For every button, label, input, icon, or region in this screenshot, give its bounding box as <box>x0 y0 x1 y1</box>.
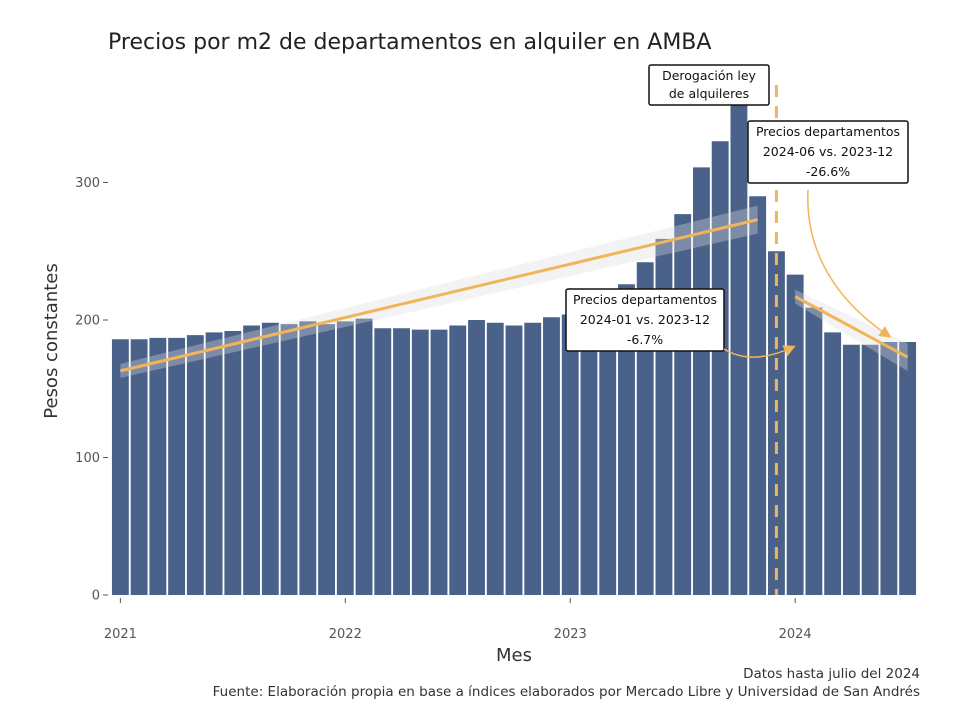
bars-group <box>111 100 917 596</box>
y-tick-label: 200 <box>75 314 100 329</box>
bar-2022-07 <box>449 325 467 595</box>
trendlines-group <box>120 205 909 378</box>
bar-2022-09 <box>486 322 504 595</box>
bar-2023-08 <box>693 167 710 596</box>
annotation-text-derogacion: de alquileres <box>669 86 749 101</box>
x-axis: 2021 2022 2023 2024 <box>104 598 812 642</box>
annotation-text-var-jun: -26.6% <box>806 164 850 179</box>
annotation-box-derogacion <box>648 64 770 106</box>
bar-2022-10 <box>505 325 523 595</box>
bar-2023-10 <box>730 100 748 595</box>
bar-2024-06 <box>880 342 898 595</box>
y-tick-label: 300 <box>75 176 100 191</box>
y-axis-title: Pesos constantes <box>41 263 62 418</box>
x-tick-label: 2023 <box>554 627 587 642</box>
bar-2023-04 <box>618 284 635 595</box>
bar-2024-03 <box>824 332 842 596</box>
y-tick-label: 100 <box>75 451 100 466</box>
bar-2021-06 <box>205 332 223 596</box>
bar-2023-03 <box>599 304 617 596</box>
bar-2021-08 <box>243 325 261 595</box>
bar-2021-12 <box>318 324 335 596</box>
bar-2024-05 <box>861 344 879 595</box>
y-axis: 0 100 200 300 <box>75 176 108 604</box>
bar-2022-12 <box>543 317 560 595</box>
bar-2022-08 <box>468 320 485 595</box>
annotation-text-var-ene: -6.7% <box>627 332 663 347</box>
bar-2021-11 <box>299 321 317 596</box>
bar-2023-01 <box>561 314 579 595</box>
annotation-box-var-jun <box>747 120 909 184</box>
bar-2022-11 <box>524 322 542 595</box>
bar-2023-02 <box>580 313 598 596</box>
trend-band-2 <box>795 289 908 372</box>
chart-title: Precios por m2 de departamentos en alqui… <box>108 30 712 55</box>
x-tick-label: 2022 <box>329 627 362 642</box>
bar-2022-04 <box>393 328 410 595</box>
bar-2022-03 <box>374 328 392 595</box>
x-axis-title: Mes <box>496 645 532 666</box>
bar-2024-07 <box>899 342 917 595</box>
source-note: Fuente: Elaboración propia en base a índ… <box>212 684 920 700</box>
bar-2022-02 <box>355 318 373 596</box>
annotations-group: Derogación ley de alquileres Precios depar… <box>565 64 909 358</box>
bar-2021-01 <box>111 339 129 595</box>
bar-2021-10 <box>280 324 298 596</box>
bar-2021-07 <box>224 331 242 595</box>
annotation-text-var-jun: Precios departamentos <box>756 124 900 139</box>
bar-2021-04 <box>168 337 186 596</box>
annotation-text-var-ene: Precios departamentos <box>573 292 717 307</box>
bar-2023-11 <box>749 196 767 595</box>
annotation-arrow-var-ene <box>723 345 796 358</box>
trend-band-1 <box>120 205 758 378</box>
bar-2021-02 <box>130 339 148 595</box>
bar-2023-09 <box>711 141 729 595</box>
bar-2023-07 <box>674 214 692 596</box>
trend-line-1 <box>120 218 759 373</box>
annotation-text-derogacion: Derogación ley <box>662 68 756 83</box>
bar-2024-04 <box>842 344 860 595</box>
annotation-text-var-ene: 2024-01 vs. 2023-12 <box>580 312 710 327</box>
bar-2024-02 <box>805 307 823 596</box>
bar-2022-01 <box>336 321 354 596</box>
annotation-box-var-ene <box>565 288 725 352</box>
bar-2022-06 <box>430 329 448 596</box>
annotation-arrow-var-jun <box>807 189 892 338</box>
bar-2021-03 <box>149 337 167 596</box>
bar-2021-05 <box>186 335 204 596</box>
annotation-text-var-jun: 2024-06 vs. 2023-12 <box>763 144 893 159</box>
bar-2024-01 <box>786 274 804 596</box>
x-tick-label: 2024 <box>779 627 812 642</box>
trend-line-2 <box>794 295 909 359</box>
x-tick-label: 2021 <box>104 627 137 642</box>
bar-2022-05 <box>411 329 429 596</box>
data-until-note: Datos hasta julio del 2024 <box>743 666 920 682</box>
bar-2021-09 <box>261 322 279 595</box>
y-tick-label: 0 <box>92 589 100 604</box>
